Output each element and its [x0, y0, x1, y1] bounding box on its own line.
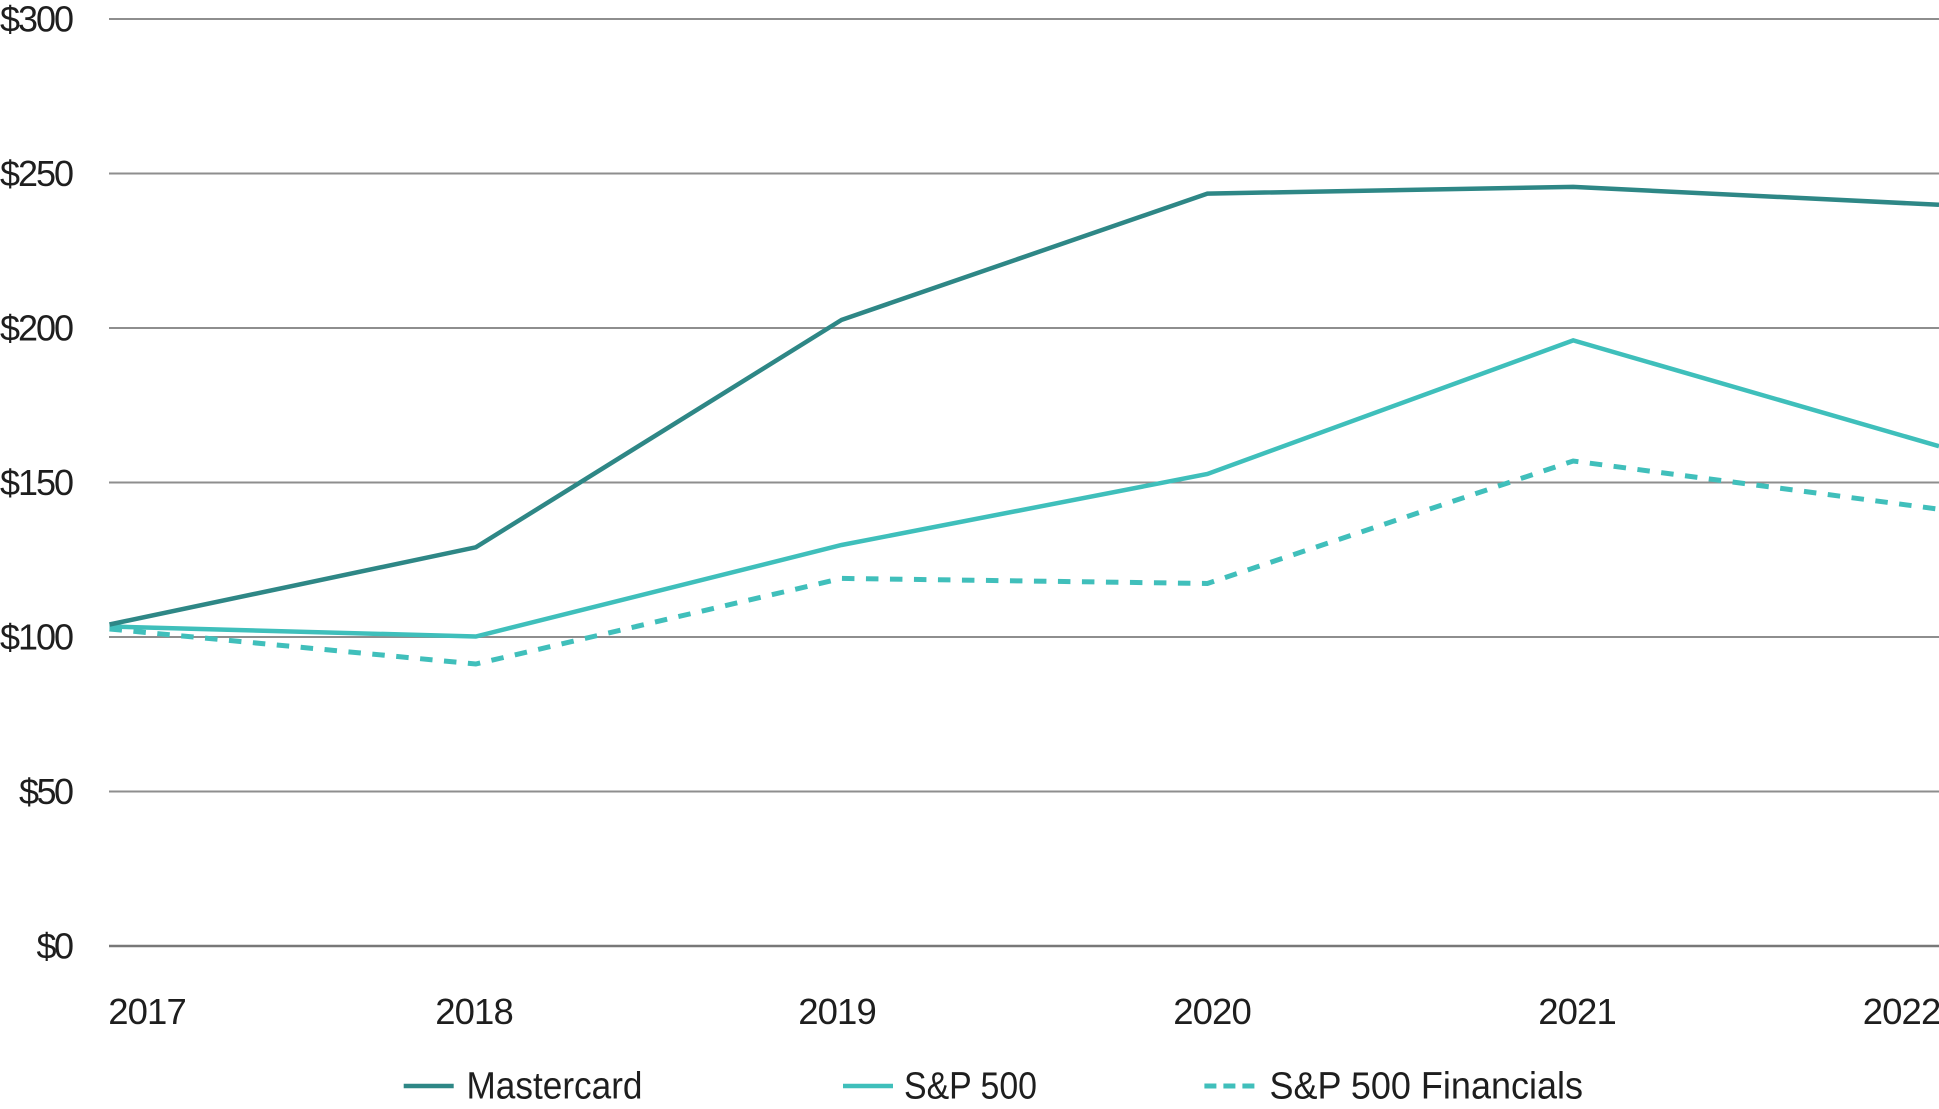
svg-text:$100: $100 [0, 617, 74, 658]
svg-text:S&P 500 Financials: S&P 500 Financials [1270, 1066, 1584, 1108]
svg-text:2020: 2020 [1173, 991, 1252, 1032]
svg-text:2022: 2022 [1863, 991, 1939, 1032]
svg-text:2021: 2021 [1538, 991, 1617, 1032]
svg-text:S&P 500: S&P 500 [904, 1066, 1037, 1108]
svg-text:$200: $200 [0, 308, 74, 349]
svg-text:$150: $150 [0, 462, 74, 503]
svg-text:2018: 2018 [435, 991, 514, 1032]
svg-text:$0: $0 [37, 925, 75, 966]
svg-text:$250: $250 [0, 153, 74, 194]
svg-text:$300: $300 [0, 0, 74, 40]
svg-text:2017: 2017 [108, 991, 187, 1032]
svg-text:Mastercard: Mastercard [467, 1066, 643, 1108]
svg-text:2019: 2019 [798, 991, 877, 1032]
svg-text:$50: $50 [19, 771, 74, 812]
